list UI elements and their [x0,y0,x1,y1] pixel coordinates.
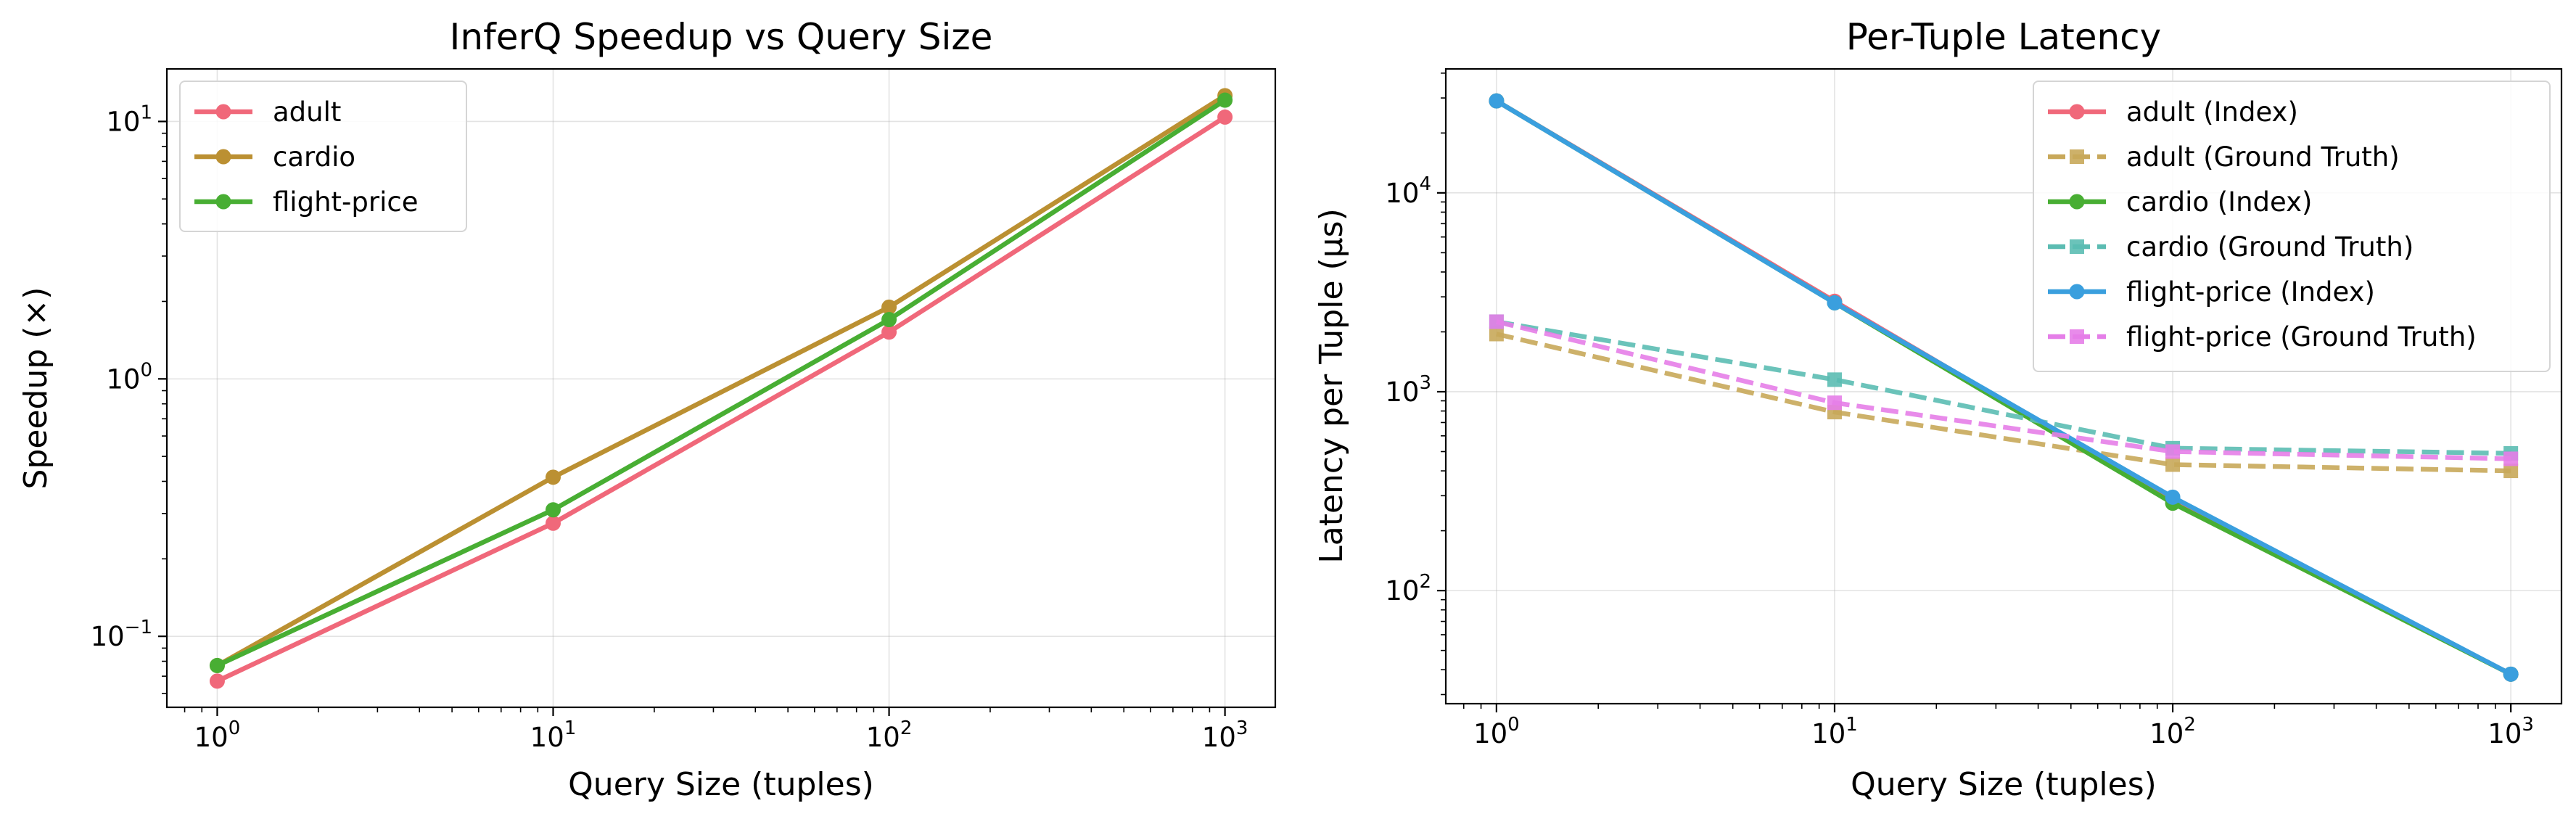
x-tick-label: 100 [1473,714,1520,749]
legend-marker [2070,149,2084,164]
legend-marker [215,104,231,120]
legend-label: adult (Ground Truth) [2126,141,2400,173]
series-line [216,115,1227,683]
legend-entry: adult [194,96,341,128]
x-tick-label: 101 [1811,714,1858,749]
legend-entry: cardio (Index) [2048,186,2312,218]
y-axis-label: Latency per Tuple (μs) [1313,208,1350,564]
y-tick-label: 103 [1385,372,1431,408]
legend-entry: cardio [194,141,355,173]
y-tick-label: 10−1 [91,617,152,652]
x-tick-label: 102 [2149,714,2196,749]
legend-entry: flight-price [194,186,418,218]
legend-frame [179,81,467,232]
data-point [1827,295,1843,310]
legend: adult cardio flight-price [179,81,467,232]
series-flight-price-index- [1489,93,2519,682]
y-tick-label: 101 [106,102,152,137]
data-point [881,324,897,340]
y-tick-label: 100 [106,359,152,395]
series-flight-price [209,92,1233,673]
plot-frame [1444,67,2563,705]
series-line [216,98,1227,668]
data-point [2165,457,2181,472]
data-point [1827,372,1842,387]
legend-marker [2069,284,2085,300]
series-line [1496,332,2511,474]
y-tick-label: 102 [1385,571,1431,606]
data-point [2503,666,2519,682]
legend-marker [2070,239,2084,254]
data-point [546,469,561,485]
legend-marker [215,149,231,165]
x-tick-label: 102 [866,717,913,753]
data-point [2165,444,2181,459]
y-tick-label: 104 [1385,173,1431,209]
data-point [209,657,225,673]
latency-chart: Per-Tuple Latency 100 101 102 103102103104 … [1313,16,2563,803]
data-point [2165,489,2181,505]
speedup-chart: InferQ Speedup vs Query Size 100 101 102 10… [17,16,1277,803]
series-line [1495,99,2512,677]
series-flight-price-ground-truth- [1489,314,2519,466]
series-adult [209,109,1233,689]
legend-entry: flight-price (Ground Truth) [2048,321,2477,353]
legend-label: flight-price (Ground Truth) [2126,321,2477,353]
legend-entry: flight-price (Index) [2048,276,2375,308]
legend-entry: adult (Ground Truth) [2048,141,2400,173]
legend-label: flight-price [273,186,418,218]
chart-title: Per-Tuple Latency [1846,16,2162,58]
legend-entry: cardio (Ground Truth) [2048,231,2414,263]
legend-marker [2070,329,2084,344]
legend-marker [2069,104,2085,120]
legend-label: flight-price (Index) [2126,276,2375,308]
legend-marker [215,194,231,210]
x-tick-label: 103 [1202,717,1248,753]
data-point [546,515,561,531]
plot-frame [165,67,1277,709]
data-point [1827,395,1842,411]
legend-label: cardio [273,141,355,173]
series-line [1496,319,2511,461]
data-point [1217,109,1233,125]
data-point [1489,93,1505,109]
x-axis-label: Query Size (tuples) [568,766,874,803]
data-point [546,502,561,518]
data-point [881,312,897,328]
data-point [2503,464,2519,479]
legend-entry: adult (Index) [2048,96,2298,128]
legend-label: cardio (Ground Truth) [2126,231,2414,263]
data-point [1217,92,1233,108]
legend-label: adult [273,96,341,128]
data-point [1489,314,1504,329]
legend-marker [2069,194,2085,210]
chart-title: InferQ Speedup vs Query Size [450,16,993,58]
data-point [2503,451,2519,466]
data-point [1489,326,1504,342]
legend-label: adult (Index) [2126,96,2298,128]
data-point [209,673,225,689]
y-axis-label: Speedup (×) [17,287,54,490]
legend-frame [2033,81,2551,372]
x-tick-label: 100 [194,717,241,753]
legend: adult (Index) adult (Ground Truth) cardio … [2033,81,2551,372]
x-tick-label: 101 [530,717,577,753]
series-line [215,94,1227,668]
legend-label: cardio (Index) [2126,186,2312,218]
x-axis-label: Query Size (tuples) [1851,766,2157,803]
data-point [881,299,897,315]
x-tick-label: 103 [2487,714,2534,749]
